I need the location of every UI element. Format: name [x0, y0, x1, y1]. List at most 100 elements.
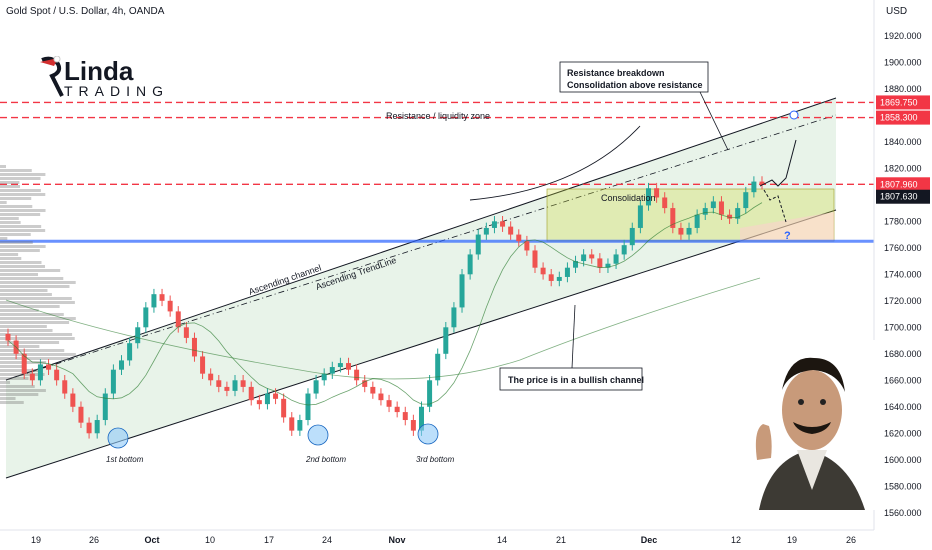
candle-body [654, 188, 660, 198]
volume-profile-bar [0, 401, 24, 404]
volume-profile-bar [0, 185, 21, 188]
candle-body [273, 393, 279, 399]
candle-body [645, 188, 651, 206]
candle-body [297, 420, 303, 431]
x-tick-label: 14 [497, 535, 507, 545]
candle-body [427, 380, 433, 407]
candle-body [167, 300, 173, 312]
volume-profile-bar [0, 381, 11, 384]
volume-profile-bar [0, 213, 41, 216]
volume-profile-bar [0, 165, 6, 168]
annotation-consolidation-above: Consolidation above resistance [567, 80, 703, 90]
volume-profile-bar [0, 313, 64, 316]
candle-body [232, 380, 238, 391]
candle-body [216, 380, 222, 387]
candle-body [727, 214, 733, 219]
volume-profile-bar [0, 177, 41, 180]
candle-body [686, 227, 692, 235]
candle-body [670, 208, 676, 228]
candle-body [467, 254, 473, 275]
y-axis-panel [874, 0, 932, 550]
candle-body [208, 373, 214, 381]
logo-icon [40, 55, 64, 97]
candle-body [102, 393, 108, 421]
volume-profile-bar [0, 389, 46, 392]
candle-body [281, 398, 287, 418]
volume-profile-bar [0, 337, 75, 340]
candle-body [143, 307, 149, 328]
volume-profile-bar [0, 205, 33, 208]
volume-profile-bar [0, 325, 47, 328]
logo-text: Linda [64, 56, 134, 86]
y-tick-label: 1700.000 [884, 322, 922, 332]
candle-body [321, 373, 327, 381]
character-image [749, 340, 875, 510]
moving-average-slow [5, 277, 761, 380]
volume-profile-bar [0, 209, 46, 212]
annotation-resistance-breakdown: Resistance breakdown [567, 68, 665, 78]
logo: Linda TRADING [36, 55, 163, 100]
volume-profile-bar [0, 245, 46, 248]
candle-body [54, 369, 60, 381]
volume-profile-bar [0, 317, 76, 320]
price-marker-box-1 [876, 110, 930, 125]
volume-profile-bar [0, 201, 7, 204]
candle-body [459, 274, 465, 308]
y-tick-label: 1820.000 [884, 163, 922, 173]
candle-body [589, 254, 595, 259]
y-tick-label: 1560.000 [884, 508, 922, 518]
volume-profile-bar [0, 341, 60, 344]
price-marker-box-0 [876, 95, 930, 110]
y-tick-label: 1620.000 [884, 428, 922, 438]
candle-body [443, 327, 449, 354]
x-tick-label: 26 [846, 535, 856, 545]
volume-profile-bar [0, 257, 22, 260]
volume-profile-bar [0, 265, 46, 268]
x-tick-label: Nov [388, 535, 405, 545]
candle-body [694, 214, 700, 228]
y-tick-label: 1880.000 [884, 84, 922, 94]
y-tick-label: 1720.000 [884, 296, 922, 306]
volume-profile-bar [0, 225, 42, 228]
volume-profile-bar [0, 289, 48, 292]
volume-profile-bar [0, 309, 39, 312]
candle-body [548, 274, 554, 281]
target-marker [789, 110, 799, 120]
candle-body [151, 294, 157, 308]
volume-profile-bar [0, 261, 42, 264]
candle-body [751, 181, 757, 193]
price-marker-label-1: 1858.300 [880, 113, 918, 123]
candle-body [305, 393, 311, 421]
volume-profile-bar [0, 249, 40, 252]
volume-profile-bar [0, 385, 35, 388]
volume-profile-bar [0, 253, 19, 256]
channel-fill [6, 98, 836, 478]
volume-profile-bar [0, 373, 45, 376]
y-tick-label: 1640.000 [884, 402, 922, 412]
volume-profile-bar [0, 377, 29, 380]
volume-profile-bar [0, 285, 70, 288]
moving-average-fast [7, 202, 763, 406]
candle-body [78, 406, 84, 423]
candle-body [29, 373, 35, 381]
candle-body [410, 420, 416, 431]
callout-resistance-pointer [699, 91, 729, 151]
annotation-1st-bottom: 1st bottom [106, 455, 144, 464]
candle-body [637, 205, 643, 228]
volume-profile-bar [0, 237, 8, 240]
volume-profile-bar [0, 217, 19, 220]
candle-body [402, 412, 408, 421]
volume-profile-bar [0, 305, 60, 308]
volume-profile-bar [0, 189, 41, 192]
y-tick-label: 1680.000 [884, 349, 922, 359]
volume-profile-bar [0, 301, 75, 304]
x-tick-label: 10 [205, 535, 215, 545]
volume-profile-bar [0, 353, 76, 356]
candle-body [573, 261, 579, 268]
candle-body [191, 337, 197, 357]
callout-resistance-box [559, 61, 709, 93]
volume-profile-bar [0, 329, 53, 332]
candle-body [248, 386, 254, 401]
volume-profile-bar [0, 293, 52, 296]
x-tick-label: 24 [322, 535, 332, 545]
